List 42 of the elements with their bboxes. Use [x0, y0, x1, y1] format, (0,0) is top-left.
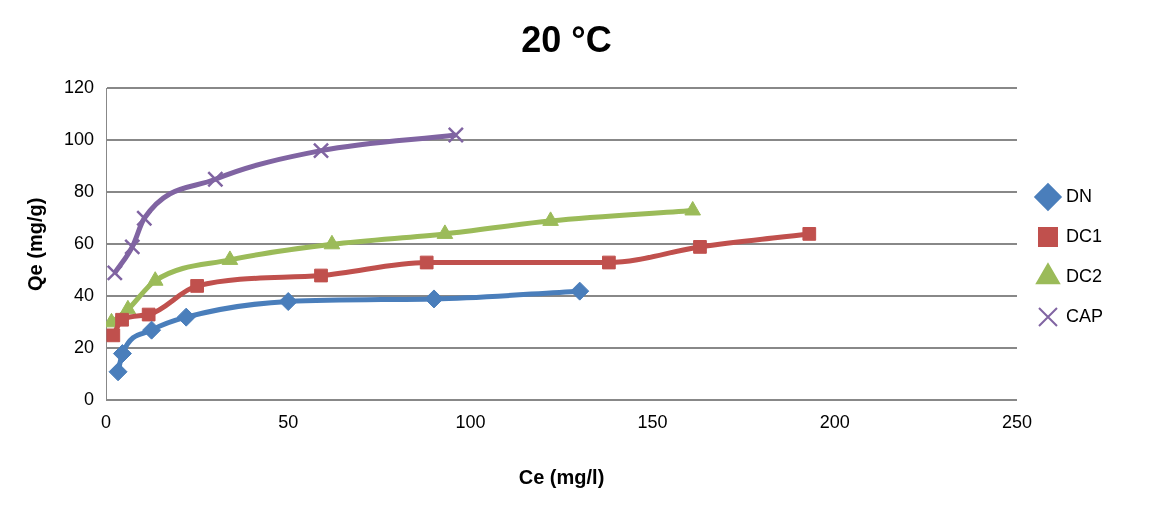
- x-axis-title: Ce (mg/l): [518, 465, 605, 488]
- chart-title: 20 °C: [521, 18, 612, 60]
- point: [141, 307, 156, 322]
- legend-label: DC1: [1065, 225, 1102, 246]
- x-tick-label: 100: [455, 412, 486, 433]
- point: [602, 255, 616, 270]
- legend-label: CAP: [1065, 305, 1103, 326]
- point: [108, 362, 128, 382]
- point: [802, 227, 817, 241]
- y-tick-label: 120: [63, 77, 95, 98]
- point: [314, 268, 328, 283]
- point: [106, 264, 124, 282]
- x-tick-label: 200: [819, 412, 850, 433]
- point: [135, 209, 153, 227]
- legend-label: DN: [1065, 185, 1092, 206]
- point: [570, 281, 590, 301]
- y-tick-label: 80: [74, 181, 95, 202]
- point: [190, 279, 204, 293]
- point: [207, 170, 224, 188]
- y-tick-label: 40: [74, 285, 95, 306]
- point: [142, 320, 162, 340]
- x-tick-label: 0: [101, 412, 112, 433]
- point: [424, 289, 444, 309]
- point: [176, 307, 196, 327]
- point: [312, 142, 330, 159]
- y-tick-label: 100: [63, 129, 95, 150]
- y-tick-label: 60: [74, 233, 95, 254]
- point: [123, 238, 141, 256]
- y-tick-label: 0: [84, 389, 95, 410]
- point: [112, 344, 132, 364]
- point: [106, 328, 121, 343]
- y-tick-label: 20: [74, 337, 95, 358]
- point: [447, 126, 465, 144]
- x-tick-label: 150: [637, 412, 668, 433]
- x-tick-label: 250: [1001, 412, 1033, 433]
- point: [115, 312, 129, 327]
- legend-label: DC2: [1065, 265, 1102, 286]
- y-axis-title: Qe (mg/g): [23, 197, 46, 291]
- point: [419, 255, 434, 270]
- x-tick-label: 50: [278, 412, 299, 433]
- point: [278, 292, 298, 312]
- point: [693, 240, 707, 254]
